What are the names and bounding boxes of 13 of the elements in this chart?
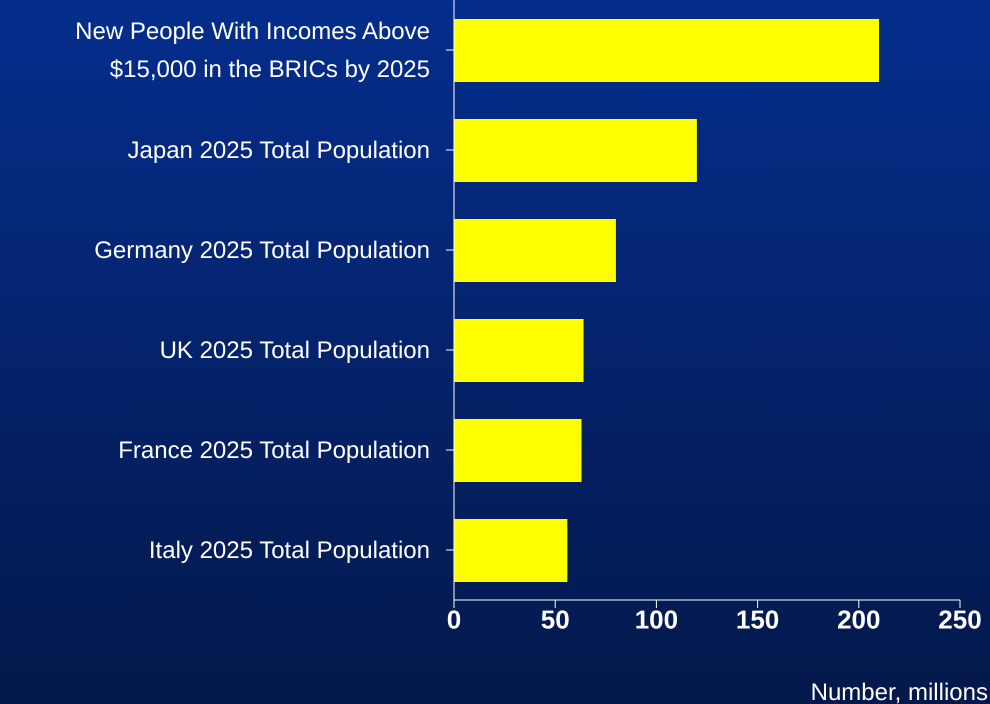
x-tick-label: 150 — [736, 604, 780, 634]
y-tick-label: Japan 2025 Total Population — [128, 136, 430, 164]
x-tick-label: 250 — [938, 604, 982, 634]
y-tick-label: New People With Incomes Above $15,000 in the BRICs by 2025 — [75, 18, 430, 82]
y-tick-label: UK 2025 Total Population — [160, 336, 430, 364]
x-tick-label: 50 — [540, 604, 570, 634]
x-axis-title: Number, millions — [810, 679, 988, 704]
y-tick-label: Italy 2025 Total Population — [148, 536, 430, 564]
x-tick-label: 200 — [837, 604, 880, 634]
x-tick-label: 0 — [446, 604, 462, 634]
y-tick-label: Germany 2025 Total Population — [94, 236, 430, 264]
y-tick-label: France 2025 Total Population — [118, 436, 430, 464]
x-tick-label: 100 — [634, 604, 678, 634]
